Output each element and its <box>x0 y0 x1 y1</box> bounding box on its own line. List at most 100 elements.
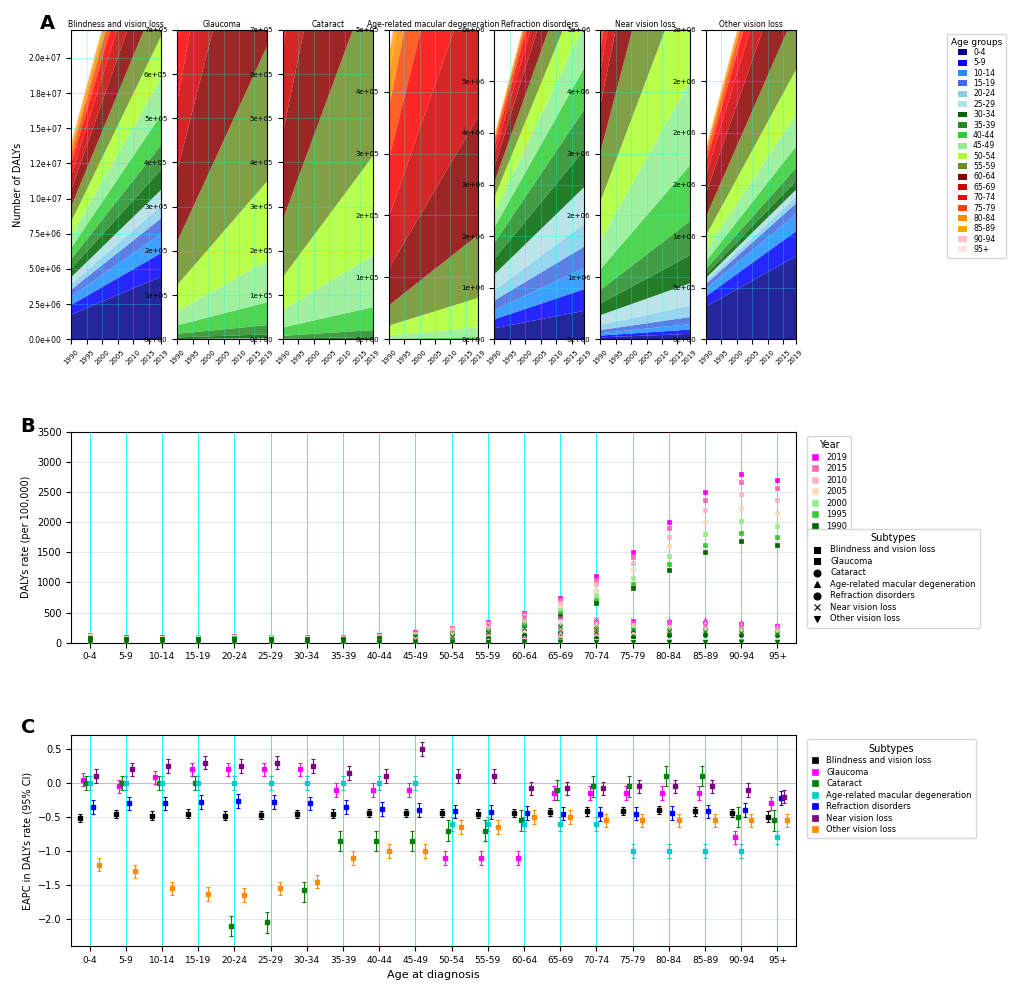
Point <box>768 620 785 635</box>
Point <box>696 617 712 632</box>
Point <box>299 634 315 650</box>
Point <box>768 620 785 635</box>
Point <box>407 628 423 644</box>
Point <box>407 633 423 649</box>
Point <box>226 634 243 650</box>
Point <box>516 633 532 649</box>
Point <box>588 633 604 649</box>
Point <box>733 513 749 529</box>
Point <box>299 634 315 650</box>
Point <box>588 633 604 649</box>
Point <box>479 633 495 649</box>
Point <box>733 622 749 637</box>
Point <box>443 633 460 649</box>
Point <box>82 629 98 645</box>
Point <box>407 625 423 641</box>
Point <box>407 626 423 642</box>
Point <box>334 634 351 650</box>
Point <box>334 634 351 650</box>
Point <box>733 623 749 639</box>
Point <box>733 619 749 634</box>
Point <box>154 634 170 650</box>
Point <box>371 634 387 650</box>
Point <box>334 634 351 650</box>
Point <box>588 620 604 635</box>
Point <box>660 617 677 632</box>
Point <box>371 629 387 645</box>
Point <box>551 633 568 649</box>
Point <box>733 486 749 502</box>
Point <box>588 628 604 644</box>
Point <box>190 630 206 646</box>
Point <box>299 634 315 650</box>
Point <box>624 622 640 637</box>
Point <box>624 621 640 636</box>
Point <box>117 634 133 650</box>
Point <box>624 614 640 629</box>
Point <box>516 627 532 643</box>
Point <box>299 634 315 650</box>
Point <box>117 634 133 650</box>
Point <box>733 623 749 639</box>
Point <box>768 627 785 643</box>
Point <box>262 634 278 650</box>
Point <box>588 615 604 630</box>
Point <box>624 549 640 565</box>
Point <box>226 629 243 645</box>
Point <box>117 634 133 650</box>
Point <box>624 633 640 649</box>
Point <box>226 634 243 650</box>
Point <box>190 629 206 645</box>
Point <box>334 634 351 650</box>
Legend: Blindness and vision loss, Glaucoma, Cataract, Age-related macular degeneration,: Blindness and vision loss, Glaucoma, Cat… <box>806 529 979 627</box>
Point <box>299 634 315 650</box>
Point <box>624 633 640 649</box>
Point <box>479 627 495 643</box>
Point <box>768 492 785 508</box>
Point <box>443 634 460 650</box>
Point <box>733 633 749 649</box>
Point <box>624 633 640 649</box>
Point <box>299 634 315 650</box>
Point <box>262 634 278 650</box>
Point <box>624 622 640 638</box>
Point <box>551 630 568 646</box>
Point <box>768 624 785 640</box>
Point <box>407 634 423 650</box>
Point <box>407 631 423 647</box>
Point <box>117 634 133 650</box>
Point <box>768 623 785 639</box>
Point <box>226 634 243 650</box>
Point <box>768 633 785 649</box>
Point <box>768 624 785 640</box>
Point <box>262 634 278 650</box>
Point <box>768 618 785 633</box>
Point <box>226 634 243 650</box>
Point <box>82 634 98 650</box>
Point <box>154 634 170 650</box>
Point <box>226 634 243 650</box>
Point <box>479 633 495 649</box>
Point <box>262 634 278 650</box>
Point <box>407 633 423 649</box>
Point <box>117 634 133 650</box>
Point <box>371 630 387 646</box>
Point <box>154 634 170 650</box>
Point <box>154 629 170 645</box>
Point <box>660 622 677 638</box>
Point <box>660 618 677 633</box>
Point <box>660 538 677 554</box>
Point <box>588 621 604 636</box>
Point <box>226 630 243 646</box>
Point <box>696 620 712 635</box>
Point <box>660 615 677 630</box>
Point <box>371 634 387 650</box>
Point <box>733 624 749 640</box>
Point <box>407 632 423 648</box>
Point <box>371 634 387 650</box>
Point <box>334 631 351 647</box>
Point <box>334 634 351 650</box>
Point <box>551 633 568 649</box>
Point <box>371 634 387 650</box>
Point <box>262 630 278 646</box>
